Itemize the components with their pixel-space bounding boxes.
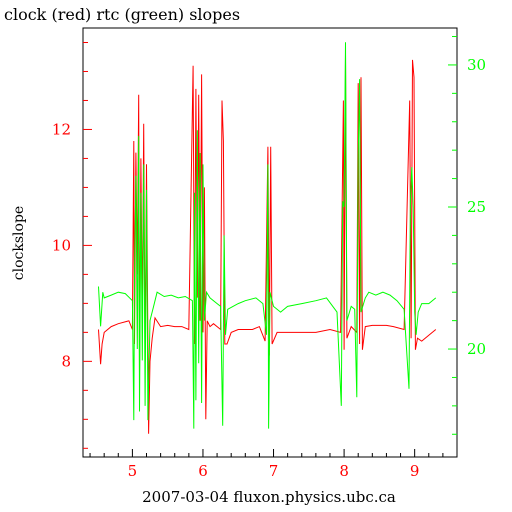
plot-frame [82, 27, 458, 458]
y-tick-label: 12 [52, 120, 71, 138]
chart-title: clock (red) rtc (green) slopes [4, 5, 240, 24]
x-tick-label: 6 [198, 462, 208, 480]
y-axis-label: clockslope [11, 206, 27, 280]
y-tick-label: 10 [52, 236, 71, 254]
x-tick-label: 9 [410, 462, 420, 480]
y2-tick-label: 25 [467, 198, 486, 216]
y2-tick-label: 20 [467, 340, 486, 358]
series-line-rtc [98, 42, 437, 429]
y-tick-label: 8 [61, 352, 71, 370]
x-tick-label: 7 [269, 462, 279, 480]
x-tick-label: 8 [339, 462, 349, 480]
x-axis-label: 2007-03-04 fluxon.physics.ubc.ca [142, 488, 396, 506]
y2-tick-label: 30 [467, 56, 486, 74]
x-tick-label: 5 [128, 462, 138, 480]
plot-area: 5 6 7 8 9 8 10 12 20 25 30 [52, 27, 486, 480]
